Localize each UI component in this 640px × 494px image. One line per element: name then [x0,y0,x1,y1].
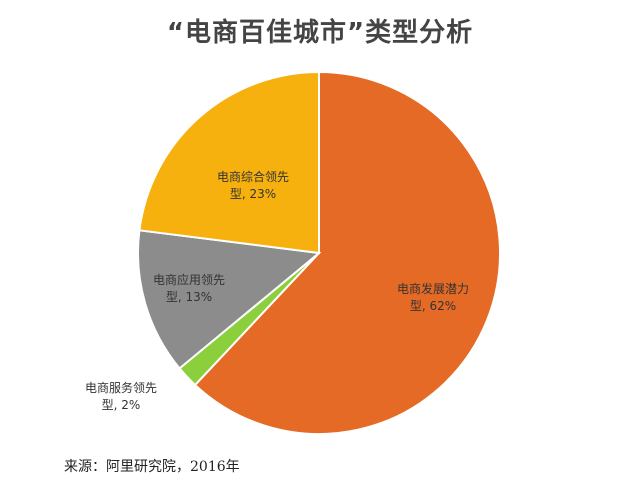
source-note: 来源：阿里研究院，2016年 [64,459,240,475]
pie-slice [138,70,320,255]
slice-labels: 电商发展潜力型, 62% 电商服务领先型, 2% 电商应用领先型, 13% 电商综合领… [85,169,469,412]
pie-slice [137,229,322,370]
pie-slice [193,70,501,435]
slice-label: 电商发展潜力型, 62% [397,281,469,313]
slice-label: 电商应用领先型, 13% [153,272,225,304]
slice-label: 电商综合领先型, 23% [217,169,289,201]
chart-title: “电商百佳城市”类型分析 [166,18,474,48]
pie-slices [137,70,501,435]
slice-label: 电商服务领先型, 2% [85,380,157,412]
